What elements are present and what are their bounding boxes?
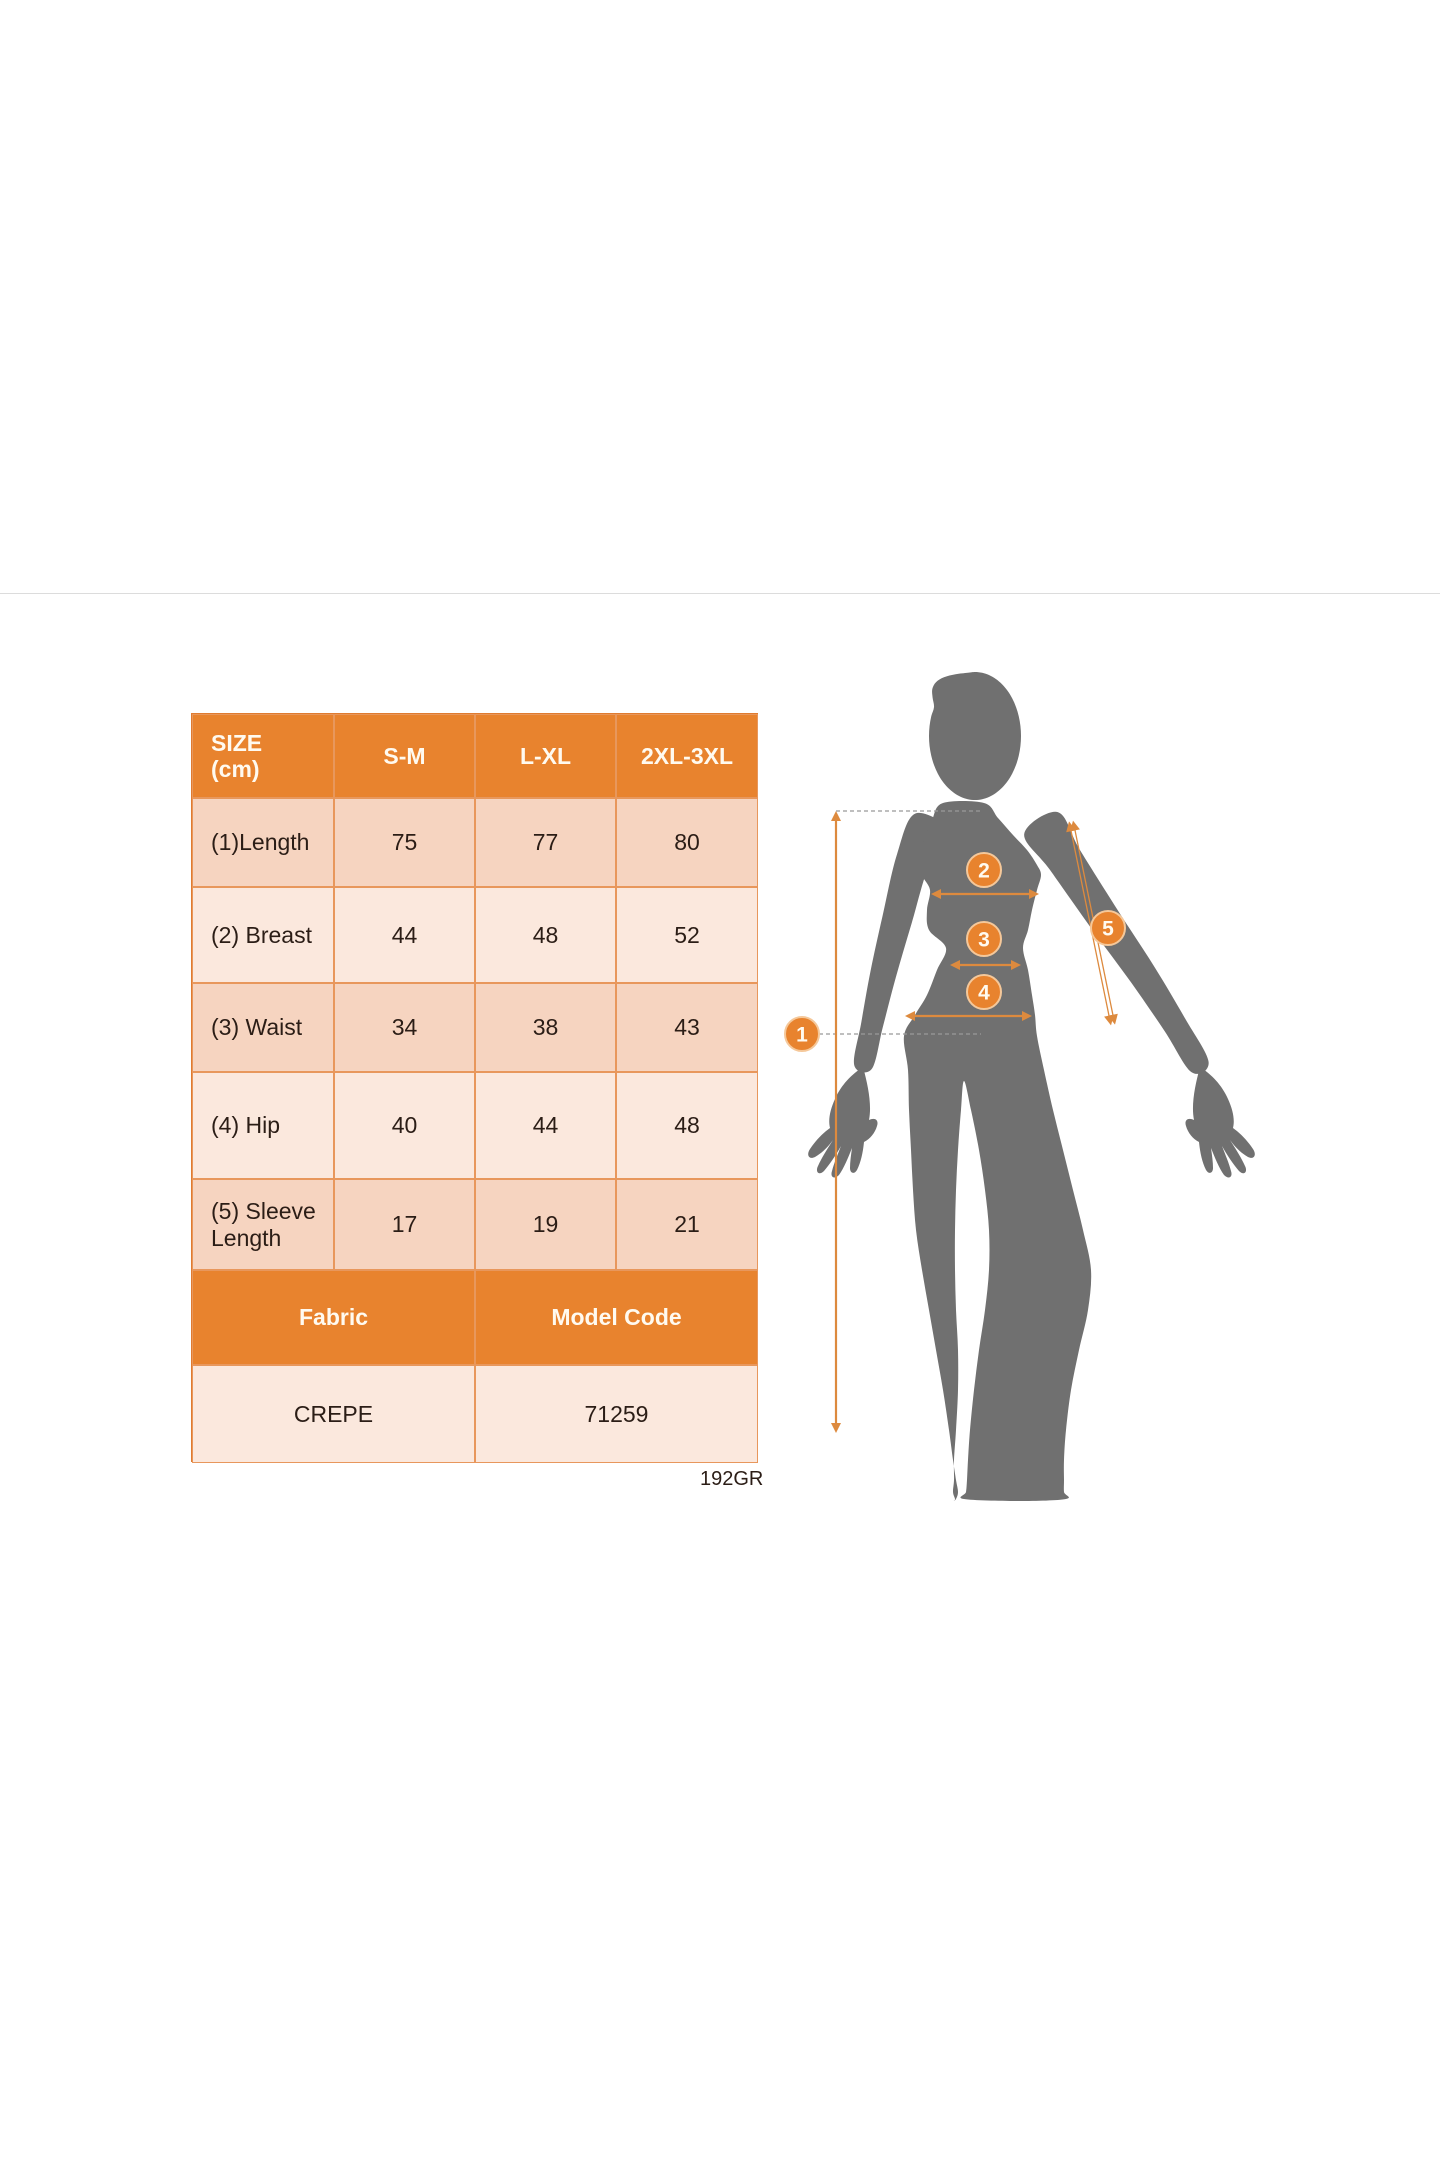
svg-text:3: 3 [978,929,990,952]
svg-text:1: 1 [796,1024,808,1047]
svg-text:2: 2 [978,860,990,883]
svg-text:4: 4 [978,982,990,1005]
svg-text:5: 5 [1102,918,1114,941]
